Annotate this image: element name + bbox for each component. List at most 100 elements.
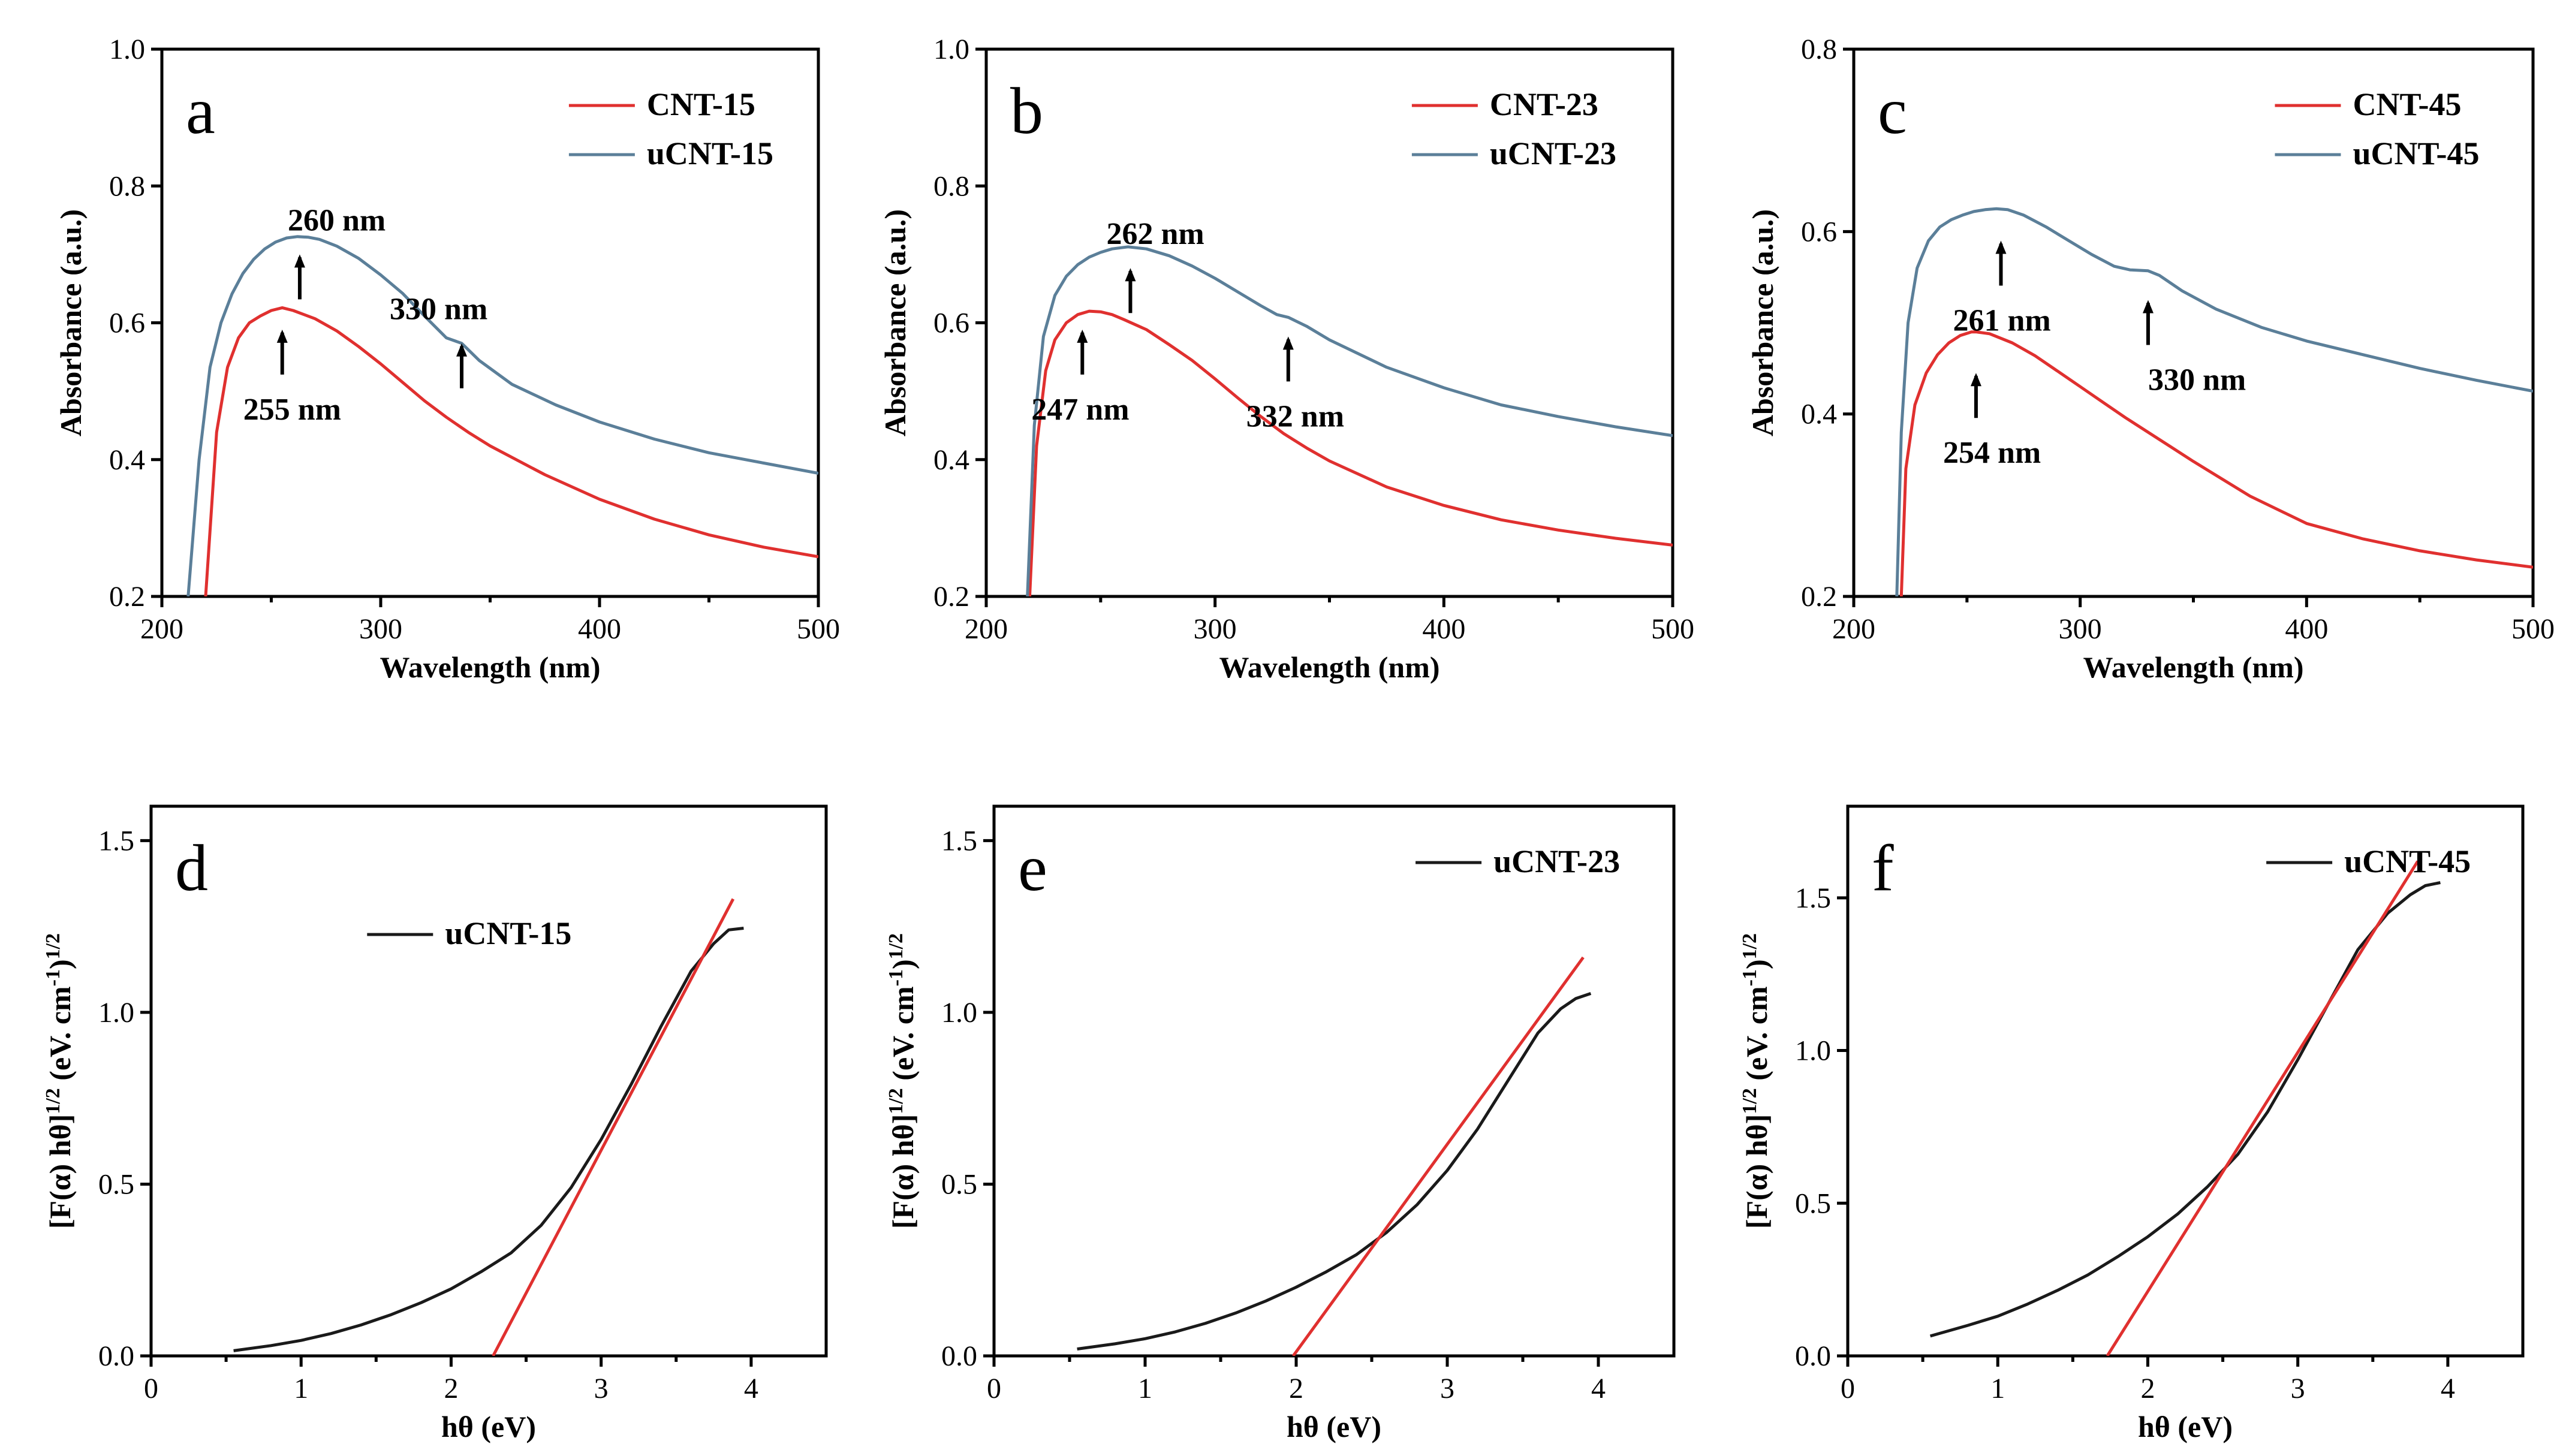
legend-label: CNT-45 bbox=[2353, 86, 2461, 122]
x-tick-label: 0 bbox=[1841, 1373, 1855, 1404]
panel-letter: e bbox=[1018, 831, 1047, 905]
y-tick-label: 0.5 bbox=[98, 1168, 134, 1200]
plot-frame bbox=[984, 47, 1674, 598]
y-tick-label: 0.6 bbox=[1801, 216, 1837, 248]
x-tick-label: 3 bbox=[1440, 1373, 1454, 1404]
x-axis-label: hθ (eV) bbox=[1287, 1410, 1381, 1443]
series-line-linear-fit bbox=[1291, 956, 1585, 1356]
legend-label: uCNT-45 bbox=[2353, 135, 2479, 171]
annotation-label: 254 nm bbox=[1943, 436, 2041, 470]
series-line-ucnt-15 bbox=[233, 927, 744, 1352]
x-tick-label: 400 bbox=[1422, 613, 1465, 645]
panel-letter: b bbox=[1010, 74, 1043, 147]
y-tick-label: 1.0 bbox=[933, 34, 969, 65]
annotation-arrowhead bbox=[1125, 268, 1136, 282]
legend-label: uCNT-23 bbox=[1490, 135, 1616, 171]
x-axis-label: Wavelength (nm) bbox=[1219, 650, 1439, 684]
annotation-arrowhead bbox=[1077, 329, 1088, 343]
x-tick-label: 2 bbox=[1289, 1373, 1303, 1404]
x-tick-label: 4 bbox=[744, 1373, 758, 1404]
x-tick-label: 500 bbox=[797, 613, 840, 645]
x-axis-label: hθ (eV) bbox=[441, 1410, 536, 1443]
x-tick-label: 400 bbox=[2285, 613, 2328, 645]
y-axis-label: Absorbance (a.u.) bbox=[878, 209, 912, 436]
legend-label: uCNT-15 bbox=[445, 915, 571, 951]
annotation-arrowhead bbox=[1995, 240, 2007, 254]
y-tick-label: 0.2 bbox=[1801, 581, 1837, 613]
annotation-label: 330 nm bbox=[390, 293, 487, 327]
series-line-ucnt-15 bbox=[186, 235, 818, 596]
annotation-label: 332 nm bbox=[1246, 399, 1344, 433]
x-tick-label: 500 bbox=[1651, 613, 1694, 645]
y-axis-label-part: -1 bbox=[885, 969, 907, 986]
series-line-cnt-23 bbox=[1028, 309, 1673, 596]
annotation-arrowhead bbox=[276, 329, 288, 343]
x-tick-label: 2 bbox=[444, 1373, 458, 1404]
panel-letter: c bbox=[1878, 74, 1907, 147]
plot-frame bbox=[149, 804, 828, 1358]
y-axis-label-part: [F(α) hθ] bbox=[886, 1114, 920, 1229]
series-line-ucnt-23 bbox=[1077, 992, 1592, 1351]
x-tick-label: 300 bbox=[1194, 613, 1237, 645]
annotation-arrowhead bbox=[294, 254, 305, 268]
x-tick-label: 200 bbox=[1832, 613, 1875, 645]
legend-label: uCNT-23 bbox=[1493, 843, 1620, 879]
panel-e: 0 1 2 3 40.00.51.01.5hθ (eV)[F(α) hθ]1/2 (eV… bbox=[885, 804, 1676, 1443]
y-tick-label: 1.0 bbox=[1795, 1035, 1831, 1067]
x-tick-label: 500 bbox=[2511, 613, 2555, 645]
y-tick-label: 0.6 bbox=[933, 308, 969, 339]
y-axis-label-part: ) bbox=[43, 959, 77, 969]
panel-f: 0 1 2 3 40.00.51.01.5hθ (eV)[F(α) hθ]1/2 (eV… bbox=[1739, 804, 2525, 1443]
y-tick-label: 1.5 bbox=[98, 825, 134, 857]
y-tick-label: 0.8 bbox=[1801, 34, 1837, 65]
series-line-ucnt-45 bbox=[1929, 881, 2441, 1338]
legend-label: CNT-15 bbox=[647, 86, 755, 122]
annotation-label: 262 nm bbox=[1106, 217, 1204, 251]
x-tick-label: 0 bbox=[987, 1373, 1001, 1404]
annotation-label: 247 nm bbox=[1031, 393, 1129, 427]
y-axis-label-part: (eV. cm bbox=[886, 986, 920, 1088]
panel-letter: d bbox=[175, 831, 208, 905]
x-tick-label: 1 bbox=[1990, 1373, 2005, 1404]
x-tick-label: 3 bbox=[594, 1373, 609, 1404]
y-axis-label: Absorbance (a.u.) bbox=[54, 209, 88, 436]
y-axis-label: Absorbance (a.u.) bbox=[1746, 209, 1779, 436]
y-axis-label-part: 1/2 bbox=[1739, 1088, 1761, 1114]
plot-frame bbox=[160, 47, 820, 598]
panel-b: 200 300 400 500 0.2 0.4 0.6 0.8 1.0 Wavelength (n… bbox=[878, 34, 1694, 684]
y-axis-label-part: (eV. cm bbox=[43, 986, 77, 1088]
panel-c: 200 300 400 500 0.2 0.4 0.6 0.8 Wavelength (nm) A… bbox=[1746, 34, 2555, 684]
y-tick-label: 0.0 bbox=[941, 1340, 977, 1372]
y-axis-label: [F(α) hθ]1/2 (eV. cm-1)1/2 bbox=[885, 933, 920, 1229]
y-tick-label: 0.0 bbox=[1795, 1340, 1831, 1372]
x-tick-label: 1 bbox=[294, 1373, 308, 1404]
panel-a: 200 300 400 500 0.2 0.4 0.6 0.8 1.0 Wavelength (n… bbox=[54, 34, 840, 684]
y-tick-label: 1.5 bbox=[1795, 882, 1831, 914]
x-tick-label: 4 bbox=[1591, 1373, 1606, 1404]
x-tick-label: 1 bbox=[1138, 1373, 1152, 1404]
y-tick-label: 0.2 bbox=[109, 581, 145, 613]
annotation-arrowhead bbox=[456, 343, 468, 357]
legend-label: uCNT-15 bbox=[647, 135, 773, 171]
series-line-linear-fit bbox=[2106, 860, 2419, 1356]
y-tick-label: 0.5 bbox=[941, 1168, 977, 1200]
y-tick-label: 1.0 bbox=[941, 997, 977, 1029]
y-axis-label-part: [F(α) hθ] bbox=[1740, 1114, 1773, 1229]
series-line-cnt-45 bbox=[1899, 330, 2533, 596]
annotation-label: 260 nm bbox=[288, 203, 385, 237]
x-tick-label: 300 bbox=[2059, 613, 2102, 645]
y-tick-label: 0.8 bbox=[109, 170, 145, 202]
y-axis-label-part: 1/2 bbox=[1739, 933, 1761, 959]
series-line-cnt-15 bbox=[204, 306, 818, 596]
x-tick-label: 2 bbox=[2140, 1373, 2155, 1404]
series-line-ucnt-23 bbox=[1026, 245, 1673, 596]
y-axis-label-part: 1/2 bbox=[885, 1088, 907, 1114]
series-line-ucnt-45 bbox=[1895, 207, 2533, 596]
y-tick-label: 0.4 bbox=[109, 444, 145, 476]
x-axis-label: Wavelength (nm) bbox=[2083, 650, 2303, 684]
panel-d: 0 1 2 3 40.00.51.01.5hθ (eV)[F(α) hθ]1/2 (eV… bbox=[42, 804, 828, 1443]
y-tick-label: 0.2 bbox=[933, 581, 969, 613]
y-tick-label: 0.0 bbox=[98, 1340, 134, 1372]
y-axis-label-part: [F(α) hθ] bbox=[43, 1114, 77, 1229]
